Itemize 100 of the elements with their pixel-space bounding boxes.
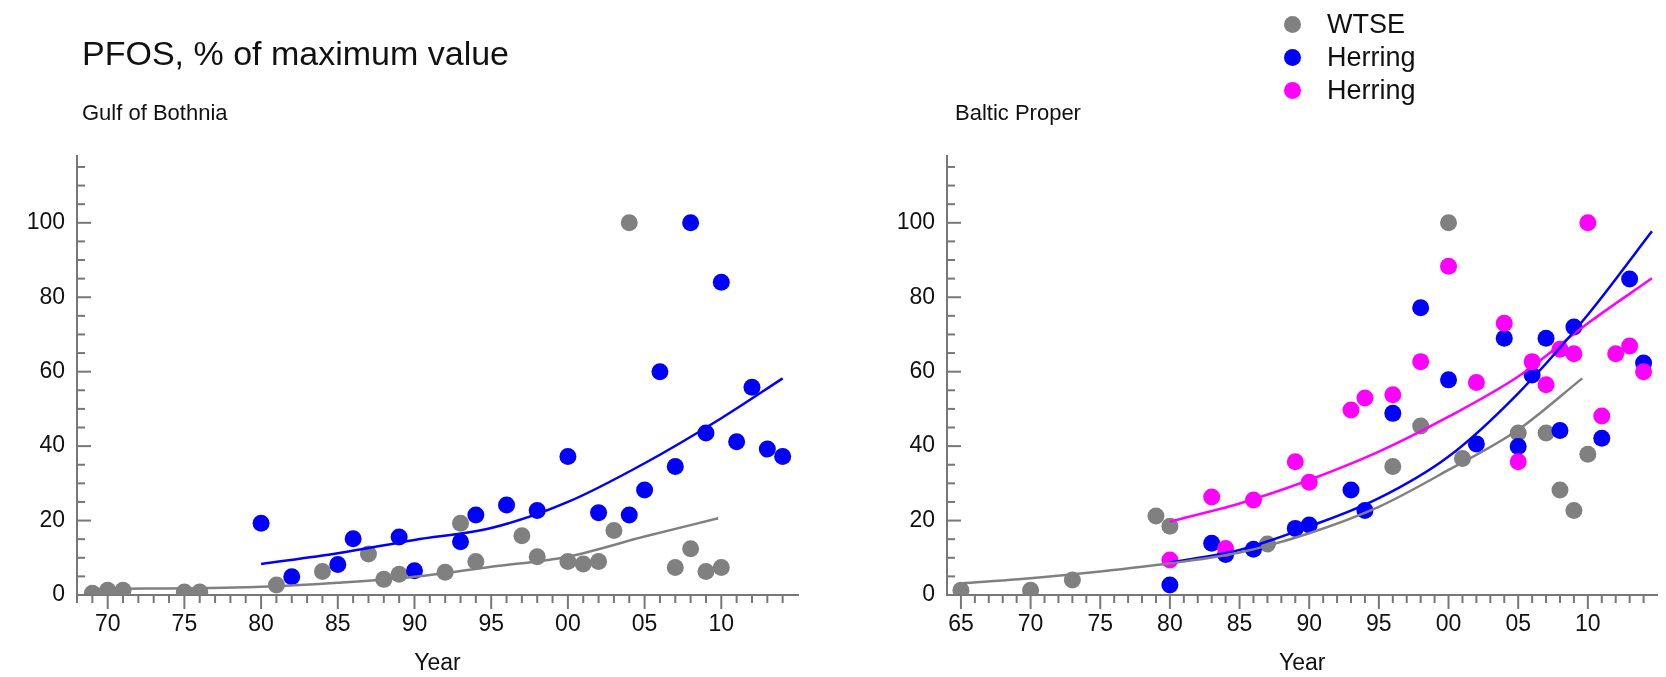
y-tick-label: 80 <box>909 282 935 309</box>
point <box>1356 389 1374 407</box>
point <box>1593 429 1611 447</box>
point <box>1495 329 1513 347</box>
point <box>1621 337 1639 355</box>
point <box>1384 404 1402 422</box>
point <box>1537 376 1555 394</box>
point <box>682 214 700 232</box>
y-tick-label: 60 <box>909 357 935 384</box>
point <box>1412 353 1430 371</box>
x-tick-label: 00 <box>555 610 581 637</box>
x-axis-title: Year <box>1279 648 1326 675</box>
point <box>1440 371 1458 389</box>
point <box>620 214 638 232</box>
x-tick-label: 75 <box>171 610 198 637</box>
y-tick-label: 20 <box>909 505 935 532</box>
point <box>513 527 531 545</box>
point <box>1342 401 1360 419</box>
x-tick-label: 05 <box>631 610 658 637</box>
point <box>712 273 730 291</box>
point <box>1565 502 1583 520</box>
x-tick-label: 65 <box>948 610 974 637</box>
point <box>1384 458 1402 476</box>
x-tick-label: 00 <box>1435 610 1462 637</box>
x-tick-label: 80 <box>248 610 274 637</box>
point <box>758 440 776 458</box>
point <box>559 448 577 466</box>
point <box>498 496 516 514</box>
point <box>682 540 700 558</box>
point <box>605 522 623 540</box>
chart-subtitle: Baltic Proper <box>955 100 1081 126</box>
point <box>1384 386 1402 404</box>
point <box>1579 445 1597 463</box>
point <box>329 555 347 573</box>
point <box>1286 453 1304 471</box>
chart-title: PFOS, % of maximum value <box>82 34 510 73</box>
x-tick-label: 75 <box>1087 610 1114 637</box>
y-tick-label: 100 <box>26 208 65 235</box>
point <box>1509 437 1527 455</box>
point <box>574 555 592 573</box>
point <box>1537 329 1555 347</box>
point <box>1509 453 1527 471</box>
point <box>1161 517 1179 535</box>
point <box>636 481 654 499</box>
point <box>651 363 669 381</box>
point <box>1579 214 1597 232</box>
point <box>620 506 638 524</box>
y-tick-label: 0 <box>922 580 935 607</box>
x-tick-label: 10 <box>708 610 735 637</box>
point <box>1440 257 1458 275</box>
x-tick-label: 80 <box>1157 610 1183 637</box>
point <box>452 533 470 551</box>
legend-label: Herring <box>1326 41 1416 74</box>
legend-label: WTSE <box>1326 8 1405 41</box>
y-tick-label: 0 <box>52 580 65 607</box>
point <box>590 504 608 522</box>
point <box>1467 373 1485 391</box>
point <box>467 506 485 524</box>
x-axis-title: Year <box>414 648 462 675</box>
point <box>590 553 608 570</box>
point <box>1593 407 1611 425</box>
chart-subtitle: Gulf of Bothnia <box>82 100 228 126</box>
point <box>1161 576 1179 594</box>
point <box>1467 435 1485 453</box>
x-tick-label: 10 <box>1575 610 1601 637</box>
point <box>344 530 362 548</box>
point <box>697 563 715 581</box>
point <box>1412 299 1430 317</box>
point <box>712 558 730 576</box>
y-tick-label: 40 <box>39 431 65 458</box>
point <box>728 433 746 451</box>
x-tick-label: 90 <box>401 610 428 637</box>
point <box>774 448 792 466</box>
y-tick-label: 40 <box>909 431 935 458</box>
point <box>1565 345 1583 363</box>
point <box>252 514 270 532</box>
point <box>1635 363 1653 381</box>
point <box>1203 488 1221 506</box>
x-tick-label: 95 <box>478 610 504 637</box>
x-tick-label: 85 <box>324 610 351 637</box>
x-tick-label: 85 <box>1226 610 1253 637</box>
x-tick-label: 90 <box>1296 610 1323 637</box>
y-tick-label: 80 <box>39 282 65 309</box>
point <box>743 378 761 396</box>
y-tick-label: 60 <box>39 357 65 384</box>
point <box>1203 534 1221 552</box>
point <box>1607 345 1625 363</box>
y-tick-label: 100 <box>896 208 935 235</box>
y-tick-label: 20 <box>39 505 65 532</box>
x-tick-label: 70 <box>94 610 121 637</box>
legend-label: Herring <box>1326 74 1416 107</box>
x-tick-label: 70 <box>1017 610 1044 637</box>
point <box>666 558 684 576</box>
point <box>1440 214 1458 232</box>
point <box>467 553 485 570</box>
point <box>1551 421 1569 439</box>
point <box>313 563 331 581</box>
point <box>1495 314 1513 332</box>
point <box>283 568 301 586</box>
point <box>452 514 470 532</box>
